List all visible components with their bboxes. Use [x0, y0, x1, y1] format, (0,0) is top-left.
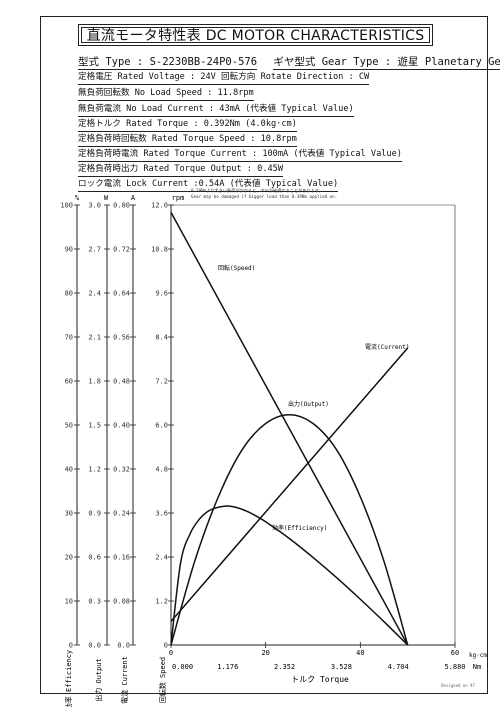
y-axis-caption-A: 電流 Current — [120, 656, 129, 704]
y-tick-label-rpm-0: 0 — [164, 642, 168, 650]
series-line-W — [170, 413, 409, 646]
y-tick-label-%-5: 50 — [65, 422, 73, 430]
y-axis-unit-W: W — [104, 194, 109, 202]
y-tick-label-A-1: 0.08 — [113, 598, 130, 606]
spec-no-load-current: 無負荷電流 No Load Current : 43mA (代表値 Typica… — [78, 104, 354, 117]
y-tick-label-%-4: 40 — [65, 466, 73, 474]
axes-layer — [74, 204, 456, 648]
y-tick-label-W-6: 1.8 — [88, 378, 101, 386]
y-tick-label-W-0: 0.0 — [88, 642, 101, 650]
y-tick-label-W-8: 2.4 — [88, 290, 101, 298]
y-tick-label-A-6: 0.48 — [113, 378, 130, 386]
y-axis-unit-A: A — [131, 194, 136, 202]
spec-rated-voltage: 定格電圧 Rated Voltage : 24V 回転方向 Rotate Dir… — [78, 72, 370, 85]
title-box: 直流モータ特性表 DC MOTOR CHARACTERISTICS — [78, 24, 433, 46]
x-tick-label-nm-0: 0.000 — [172, 663, 193, 671]
y-tick-label-rpm-10: 12.0 — [151, 202, 168, 210]
x-tick-label-nm-5: 5.880 — [444, 663, 465, 671]
y-tick-label-A-9: 0.72 — [113, 246, 130, 254]
spec-rated-torque: 定格トルク Rated Torque : 0.392Nm (4.0kg·cm) — [78, 119, 297, 132]
y-tick-label-%-9: 90 — [65, 246, 73, 254]
series-label-%: 効率(Efficiency) — [272, 524, 327, 532]
y-tick-label-%-2: 20 — [65, 554, 73, 562]
spec-rated-current: 定格負荷時電流 Rated Torque Current : 100mA (代表… — [78, 149, 402, 162]
y-tick-label-W-7: 2.1 — [88, 334, 101, 342]
y-tick-label-A-7: 0.56 — [113, 334, 130, 342]
x-unit-kgcm: kg·cm — [469, 652, 487, 659]
label-layer: % 0 10 20 30 40 50 60 70 80 90 100 効率 Efficiency W 0.0… — [60, 194, 487, 707]
y-tick-label-W-9: 2.7 — [88, 246, 101, 254]
y-tick-label-W-5: 1.5 — [88, 422, 101, 430]
y-tick-label-rpm-5: 6.0 — [155, 422, 168, 430]
warning-jp: 0.39Nmより大きい負荷がかかると、ギヤが破損することがあります。 — [191, 188, 323, 193]
x-tick-label-nm-1: 1.176 — [217, 663, 238, 671]
y-tick-label-W-3: 0.9 — [88, 510, 101, 518]
y-tick-label-%-0: 0 — [69, 642, 73, 650]
x-tick-label-kgcm-0: 0 — [169, 649, 173, 657]
series-label-W: 出力(Output) — [288, 400, 329, 408]
y-tick-label-W-10: 3.0 — [88, 202, 101, 210]
y-tick-label-%-8: 80 — [65, 290, 73, 298]
y-axis-caption-rpm: 回転数 Speed — [158, 657, 167, 703]
series-label-rpm: 回転(Speed) — [218, 264, 255, 272]
y-tick-label-rpm-4: 4.8 — [155, 466, 168, 474]
y-tick-label-A-3: 0.24 — [113, 510, 130, 518]
y-tick-label-rpm-7: 8.4 — [155, 334, 168, 342]
series-line-rpm — [170, 211, 409, 646]
spec-rated-speed: 定格負荷時回転数 Rated Torque Speed : 10.8rpm — [78, 134, 297, 147]
y-tick-label-rpm-2: 2.4 — [155, 554, 168, 562]
y-tick-label-A-10: 0.80 — [113, 202, 130, 210]
warning-en: Gear may be damaged if bigger load than … — [191, 194, 338, 199]
x-axis-title: トルク Torque — [291, 675, 349, 684]
y-tick-label-W-2: 0.6 — [88, 554, 101, 562]
y-tick-label-A-0: 0.0 — [117, 642, 130, 650]
x-tick-label-nm-3: 3.528 — [331, 663, 352, 671]
page-frame — [40, 16, 488, 694]
y-tick-label-%-1: 10 — [65, 598, 73, 606]
x-unit-nm: Nm — [473, 663, 481, 671]
gear-type: ギヤ型式 Gear Type : 遊星 Planetary Gear — [273, 56, 500, 70]
y-tick-label-rpm-6: 7.2 — [155, 378, 168, 386]
y-tick-label-rpm-8: 9.6 — [155, 290, 168, 298]
y-tick-label-rpm-1: 1.2 — [155, 598, 168, 606]
x-tick-label-kgcm-3: 60 — [451, 649, 459, 657]
y-tick-label-A-4: 0.32 — [113, 466, 130, 474]
y-axis-unit-%: % — [75, 194, 80, 202]
y-tick-label-W-1: 0.3 — [88, 598, 101, 606]
y-axis-unit-rpm: rpm — [172, 194, 185, 202]
spec-lock-current: ロック電流 Lock Current :0.54A (代表値 Typical V… — [78, 179, 339, 192]
y-tick-label-rpm-3: 3.6 — [155, 510, 168, 518]
y-tick-label-%-3: 30 — [65, 510, 73, 518]
spec-no-load-speed: 無負荷回転数 No Load Speed : 11.8rpm — [78, 88, 254, 101]
y-tick-label-rpm-9: 10.8 — [151, 246, 168, 254]
y-axis-caption-%: 効率 Efficiency — [64, 650, 73, 707]
y-tick-label-%-10: 100 — [60, 202, 73, 210]
model-type: 型式 Type : S-2230BB-24P0-576 — [78, 56, 258, 70]
x-tick-label-nm-2: 2.352 — [274, 663, 295, 671]
chart-title: 直流モータ特性表 DC MOTOR CHARACTERISTICS — [81, 27, 430, 44]
model-line: 型式 Type : S-2230BB-24P0-576 ギヤ型式 Gear Ty… — [78, 54, 500, 70]
y-tick-label-W-4: 1.2 — [88, 466, 101, 474]
curve-layer — [170, 211, 409, 646]
y-tick-label-A-8: 0.64 — [113, 290, 130, 298]
y-tick-label-A-2: 0.16 — [113, 554, 130, 562]
y-tick-label-%-7: 70 — [65, 334, 73, 342]
series-line-% — [170, 505, 409, 646]
series-label-A: 電流(Current) — [365, 343, 410, 351]
y-tick-label-A-5: 0.40 — [113, 422, 130, 430]
series-line-A — [170, 347, 409, 622]
x-tick-label-kgcm-2: 40 — [356, 649, 364, 657]
spec-rated-output: 定格負荷時出力 Rated Torque Output : 0.45W — [78, 164, 284, 177]
y-axis-caption-W: 出力 Output — [94, 658, 103, 702]
x-tick-label-kgcm-1: 20 — [261, 649, 269, 657]
y-tick-label-%-6: 60 — [65, 378, 73, 386]
designed-note: Designed on 97 — [441, 683, 475, 688]
x-tick-label-nm-4: 4.704 — [388, 663, 409, 671]
